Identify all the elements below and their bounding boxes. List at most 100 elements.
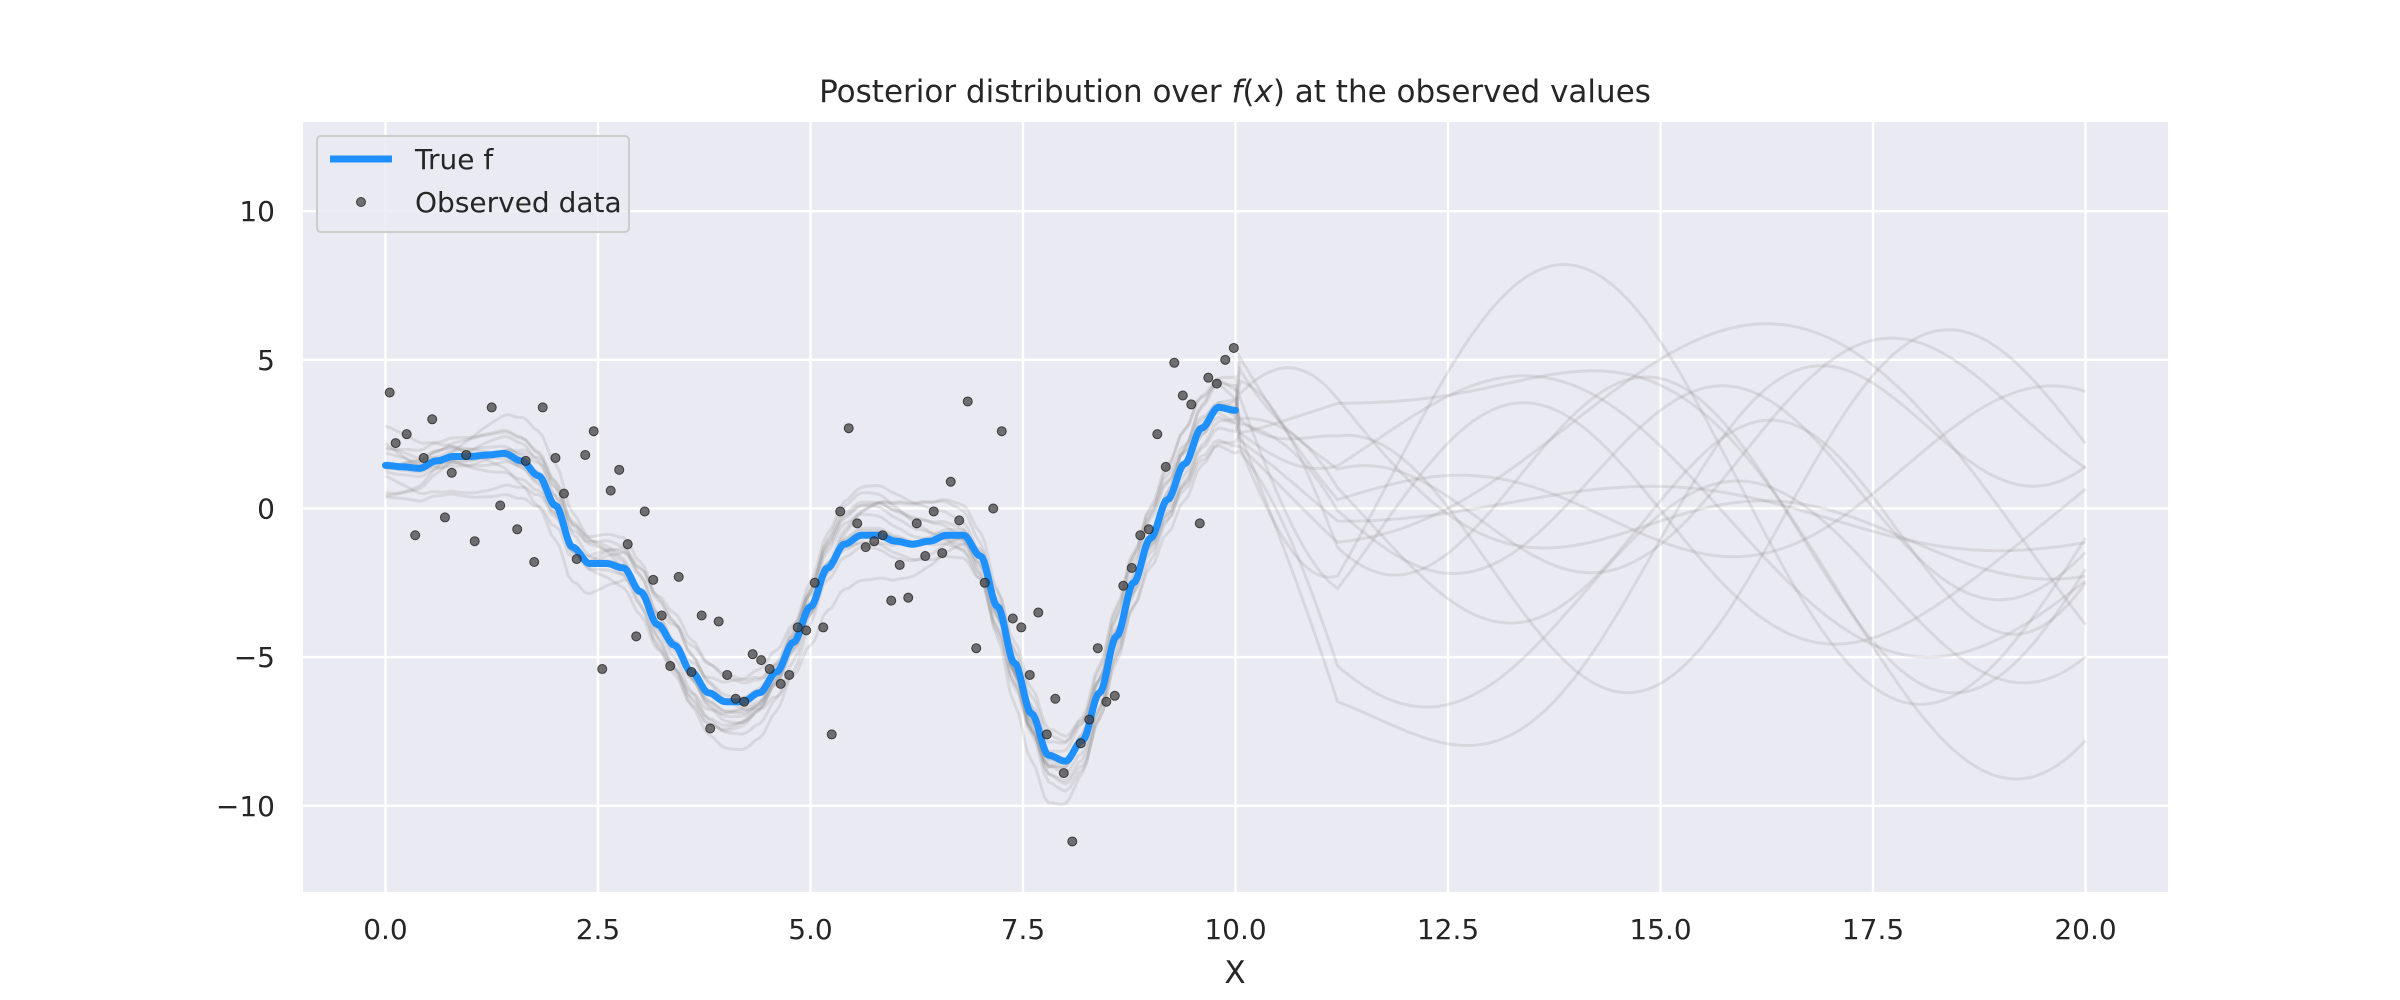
posterior-sample-line [384, 443, 2087, 764]
observed-data-point [1135, 530, 1146, 541]
grid-lines [303, 122, 2168, 892]
observed-data-point [1186, 399, 1197, 410]
observed-data-point [605, 485, 616, 496]
observed-data-point [886, 595, 897, 606]
legend-label-observed-data: Observed data [415, 186, 622, 219]
observed-data-point [1220, 354, 1231, 365]
observed-data-point [486, 402, 497, 413]
x-axis-label: X [1224, 955, 1245, 991]
observed-data-point [971, 643, 982, 654]
observed-data-point [937, 548, 948, 559]
series-layer [382, 342, 1239, 847]
x-tick-label: 5.0 [788, 913, 833, 946]
observed-data-point [1152, 429, 1163, 440]
observed-data-point [580, 449, 591, 460]
observed-data-point [665, 661, 676, 672]
observed-data-point [843, 423, 854, 434]
observed-data-point [1024, 669, 1035, 680]
observed-data-point [537, 402, 548, 413]
observed-data-point [775, 678, 786, 689]
y-tick-label: −10 [216, 790, 275, 823]
observed-data-point [801, 625, 812, 636]
y-tick-label: −5 [234, 641, 275, 674]
observed-data-point [1109, 690, 1120, 701]
observed-data-point [614, 464, 625, 475]
posterior-sample-line [385, 322, 2087, 744]
x-tick-label: 12.5 [1417, 913, 1479, 946]
observed-data-point [1169, 357, 1180, 368]
observed-data-point [529, 557, 540, 567]
x-tick-label: 20.0 [2054, 913, 2116, 946]
observed-data-point [1033, 607, 1044, 618]
observed-data-point [622, 539, 633, 550]
y-tick-label: 0 [257, 492, 275, 525]
observed-data-point [928, 506, 939, 517]
observed-data-point [860, 542, 871, 553]
observed-data-point [1228, 342, 1239, 353]
observed-data-point [495, 500, 506, 511]
observed-data-point [1058, 768, 1069, 779]
observed-data-point [809, 577, 820, 588]
observed-data-point [1160, 461, 1171, 472]
observed-data-point [520, 455, 531, 466]
chart-title: Posterior distribution over f(x) at the … [819, 74, 1651, 110]
observed-data-point [945, 476, 956, 487]
observed-data-point [1092, 643, 1103, 654]
observed-data-point [1143, 524, 1154, 535]
title-part-1: Posterior distribution over [819, 74, 1231, 110]
legend-label-true-f: True f [414, 143, 494, 176]
observed-data-point [1126, 562, 1137, 573]
observed-data-point [1211, 378, 1222, 389]
posterior-sample-line [385, 364, 2087, 775]
observed-data-point [1101, 696, 1112, 707]
x-tick-label: 2.5 [576, 913, 621, 946]
legend-swatch-observed-data [356, 197, 366, 207]
observed-data-point [418, 452, 429, 463]
legend: True f Observed data [316, 135, 630, 233]
observed-data-point [903, 592, 914, 603]
observed-data-point [401, 429, 412, 440]
observed-data-point [979, 577, 990, 588]
y-tick-label: 5 [257, 344, 275, 377]
observed-data-point [550, 452, 561, 463]
observed-data-point [631, 631, 642, 642]
x-tick-label: 10.0 [1204, 913, 1266, 946]
title-part-paren-open: ( [1242, 74, 1254, 110]
observed-data-point [1084, 714, 1095, 725]
observed-data-point [756, 655, 767, 666]
observed-data-point [920, 551, 931, 562]
observed-data-point [427, 414, 438, 425]
observed-data-point [469, 536, 480, 547]
observed-data-point [722, 669, 733, 680]
observed-data-point [571, 554, 582, 565]
observed-data-point [784, 669, 795, 680]
observed-data-point [1050, 693, 1061, 704]
observed-data-point [962, 396, 973, 407]
legend-box [316, 135, 630, 233]
observed-data-point [894, 559, 905, 570]
observed-data-point [996, 426, 1007, 437]
observed-data-point [852, 518, 863, 529]
observed-data-point [588, 426, 599, 437]
observed-data-point [673, 571, 684, 582]
observed-data-point [730, 693, 741, 704]
observed-data-point [705, 723, 716, 734]
observed-data-point [954, 515, 965, 526]
y-tick-label: 10 [239, 195, 275, 228]
observed-data-point [911, 518, 922, 529]
observed-data-point [1007, 613, 1018, 624]
observed-data-point [1203, 372, 1214, 383]
observed-data-point [1041, 729, 1052, 740]
tick-labels: 0.0 2.5 5.0 7.5 10.0 12.5 15.0 17.5 20.0 −10 −5 0 5 1… [216, 195, 2117, 946]
observed-data-point [648, 574, 659, 585]
observed-data-point [1194, 518, 1205, 529]
observed-data-point [410, 530, 421, 541]
observed-data-point [1177, 390, 1188, 401]
x-tick-label: 15.0 [1629, 913, 1691, 946]
posterior-sample-line [385, 369, 2087, 793]
observed-data-point [818, 622, 829, 633]
observed-data-point [390, 438, 401, 449]
observed-data-point [792, 622, 803, 633]
title-part-paren-close: ) [1273, 74, 1285, 110]
